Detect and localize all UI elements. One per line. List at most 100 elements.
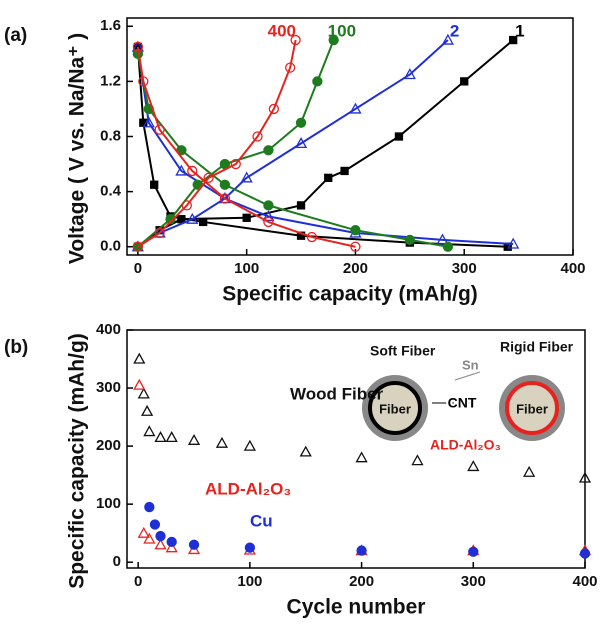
marker bbox=[404, 234, 415, 245]
marker bbox=[188, 539, 200, 550]
marker bbox=[203, 172, 214, 183]
marker bbox=[324, 173, 333, 182]
marker bbox=[165, 541, 178, 553]
marker bbox=[299, 445, 312, 457]
marker bbox=[143, 425, 156, 437]
marker bbox=[263, 200, 274, 211]
series-label: 1 bbox=[515, 22, 524, 41]
series-label: 400 bbox=[268, 22, 296, 41]
x-tick-label: 200 bbox=[343, 260, 368, 277]
sn-arrow bbox=[454, 371, 481, 381]
marker bbox=[349, 102, 362, 114]
x-tick-label: 400 bbox=[560, 260, 585, 277]
marker bbox=[468, 546, 479, 557]
marker bbox=[350, 225, 361, 236]
y-tick-label: 400 bbox=[96, 321, 121, 338]
marker bbox=[242, 213, 251, 222]
y-tick-label: 1.2 bbox=[100, 72, 121, 89]
marker bbox=[187, 433, 201, 445]
x-tick-label: 0 bbox=[134, 573, 142, 590]
x-tick-label: 100 bbox=[234, 260, 259, 277]
marker bbox=[295, 117, 307, 128]
y-tick-label: 0.8 bbox=[100, 127, 121, 144]
marker bbox=[306, 231, 318, 243]
y-tick-label: 300 bbox=[96, 379, 121, 396]
inset-label: Fiber bbox=[379, 401, 411, 416]
marker bbox=[166, 536, 177, 548]
marker bbox=[177, 215, 186, 224]
curve bbox=[137, 39, 297, 248]
marker bbox=[403, 68, 416, 80]
soft-fiber-core bbox=[368, 381, 422, 435]
marker bbox=[138, 76, 149, 87]
x-tick-label: 100 bbox=[237, 573, 262, 590]
marker bbox=[523, 465, 536, 477]
marker bbox=[411, 454, 424, 466]
marker bbox=[268, 103, 280, 115]
curve bbox=[137, 39, 514, 248]
marker bbox=[133, 352, 146, 364]
marker bbox=[142, 116, 155, 128]
marker bbox=[144, 501, 155, 513]
marker bbox=[133, 378, 146, 390]
marker bbox=[215, 436, 229, 448]
marker bbox=[460, 77, 469, 86]
panel-label: (b) bbox=[4, 337, 28, 358]
x-axis-title: Cycle number bbox=[287, 596, 426, 619]
marker bbox=[154, 227, 165, 239]
marker bbox=[230, 158, 241, 170]
series-label: Cu bbox=[250, 511, 273, 530]
marker bbox=[155, 530, 166, 542]
marker bbox=[252, 131, 263, 142]
marker bbox=[149, 519, 161, 530]
marker bbox=[198, 217, 208, 227]
marker bbox=[187, 165, 198, 177]
inset-label: CNT bbox=[448, 395, 477, 411]
inset-label: Rigid Fiber bbox=[500, 339, 574, 355]
rigid-fiber-core bbox=[505, 381, 559, 435]
series-label: 2 bbox=[450, 22, 459, 41]
marker bbox=[181, 200, 192, 211]
curve bbox=[136, 46, 514, 245]
curve bbox=[137, 39, 335, 248]
y-tick-label: 0 bbox=[113, 553, 121, 570]
x-tick-label: 300 bbox=[461, 573, 486, 590]
marker bbox=[294, 137, 308, 149]
marker bbox=[436, 233, 449, 245]
y-tick-label: 0.4 bbox=[100, 183, 122, 200]
series-label: 100 bbox=[328, 22, 356, 41]
inset-label: Sn bbox=[462, 357, 479, 372]
curve bbox=[137, 39, 449, 248]
marker bbox=[165, 431, 178, 443]
x-tick-label: 300 bbox=[452, 260, 477, 277]
marker bbox=[467, 460, 480, 472]
inset: Soft Fiber Rigid Fiber Sn Fiber CNT Fibe… bbox=[362, 339, 574, 453]
marker bbox=[328, 34, 339, 46]
y-axis-title: Specific capacity (mAh/g) bbox=[66, 333, 89, 589]
marker bbox=[137, 526, 150, 538]
marker bbox=[356, 545, 367, 556]
marker bbox=[355, 451, 368, 463]
marker bbox=[132, 41, 144, 53]
marker bbox=[219, 193, 231, 204]
marker bbox=[244, 542, 256, 553]
marker bbox=[154, 538, 167, 550]
inset-label: Fiber bbox=[516, 401, 548, 416]
marker bbox=[578, 471, 592, 483]
marker bbox=[262, 210, 275, 222]
marker bbox=[186, 212, 199, 224]
marker bbox=[312, 76, 323, 87]
y-tick-label: 0.0 bbox=[100, 238, 121, 255]
marker bbox=[340, 166, 349, 176]
marker bbox=[296, 231, 306, 240]
panel-label: (a) bbox=[4, 25, 27, 46]
marker bbox=[350, 241, 361, 252]
marker bbox=[394, 132, 404, 141]
marker bbox=[240, 171, 253, 183]
marker bbox=[441, 33, 455, 45]
marker bbox=[150, 180, 159, 189]
y-tick-label: 200 bbox=[96, 437, 121, 454]
marker bbox=[243, 439, 256, 451]
y-tick-label: 1.6 bbox=[100, 17, 121, 34]
x-tick-label: 200 bbox=[349, 573, 374, 590]
